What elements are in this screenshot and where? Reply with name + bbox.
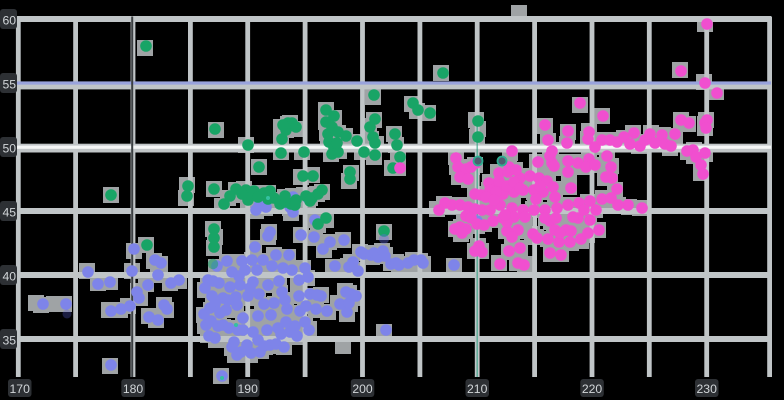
svg-text:230: 230 [697,382,718,396]
svg-text:220: 220 [582,382,603,396]
svg-text:210: 210 [467,382,488,396]
svg-text:45: 45 [3,205,17,219]
svg-text:55: 55 [3,77,17,91]
svg-text:40: 40 [3,269,17,283]
svg-text:180: 180 [123,382,144,396]
svg-text:190: 190 [238,382,259,396]
svg-text:50: 50 [3,141,17,155]
svg-text:35: 35 [3,333,17,347]
svg-text:200: 200 [352,382,373,396]
svg-text:170: 170 [10,382,31,396]
svg-text:60: 60 [3,13,17,27]
